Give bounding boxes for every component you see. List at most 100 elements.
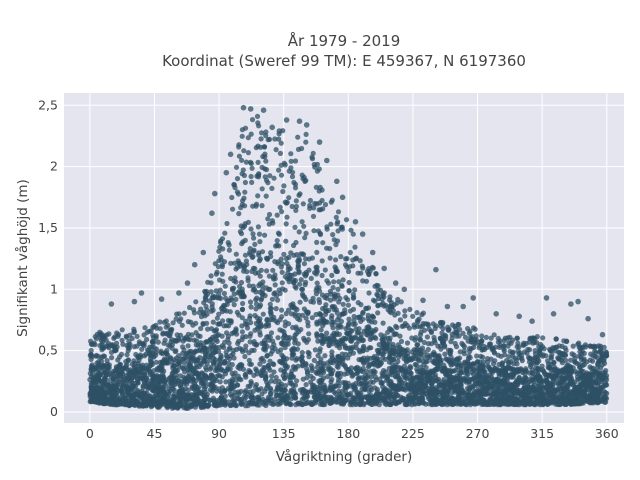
data-point xyxy=(578,356,585,362)
data-point xyxy=(301,335,307,341)
data-point xyxy=(428,328,434,334)
data-point xyxy=(216,295,222,301)
data-point xyxy=(256,318,262,324)
data-point xyxy=(327,255,333,261)
data-point xyxy=(413,335,419,341)
data-point xyxy=(551,345,557,351)
data-point xyxy=(249,179,255,185)
data-point xyxy=(478,353,484,359)
data-point xyxy=(309,382,315,388)
data-point xyxy=(273,374,279,381)
data-point xyxy=(288,151,294,157)
data-point xyxy=(204,311,210,317)
data-point xyxy=(381,303,387,309)
data-point xyxy=(564,387,570,393)
data-point xyxy=(348,348,354,354)
data-point xyxy=(309,367,315,373)
data-point xyxy=(565,391,571,398)
data-point xyxy=(454,383,460,389)
data-point xyxy=(93,353,99,359)
data-point xyxy=(115,357,121,363)
data-point xyxy=(544,377,550,383)
data-point xyxy=(364,329,370,335)
data-point xyxy=(333,242,339,248)
data-point xyxy=(311,205,317,211)
data-point xyxy=(178,398,184,404)
data-point xyxy=(268,330,275,336)
data-point xyxy=(393,362,399,368)
data-point xyxy=(520,342,526,348)
data-point xyxy=(240,167,246,173)
data-point xyxy=(99,379,105,385)
data-point xyxy=(392,399,398,405)
data-point xyxy=(134,343,140,349)
data-point xyxy=(124,352,130,358)
data-point xyxy=(532,351,539,357)
data-point xyxy=(196,364,202,370)
data-point xyxy=(570,380,576,386)
data-point xyxy=(470,361,476,367)
data-point xyxy=(227,356,233,362)
data-point xyxy=(139,398,145,405)
data-point xyxy=(238,388,244,394)
data-point xyxy=(292,332,298,339)
data-point xyxy=(202,397,208,403)
data-point xyxy=(360,316,366,322)
data-point xyxy=(432,372,438,378)
data-point xyxy=(231,260,238,266)
data-point xyxy=(114,373,120,380)
data-point xyxy=(279,314,285,320)
data-point xyxy=(232,184,238,191)
data-point xyxy=(319,377,325,383)
data-point xyxy=(252,241,258,247)
data-point xyxy=(229,362,235,368)
data-point xyxy=(555,368,561,374)
data-point xyxy=(353,345,359,351)
data-point xyxy=(313,184,319,190)
data-point xyxy=(264,353,270,359)
data-point xyxy=(510,349,516,355)
data-point xyxy=(427,354,433,360)
data-point xyxy=(387,308,393,314)
data-point xyxy=(308,275,314,281)
data-point xyxy=(241,172,247,179)
data-point xyxy=(286,254,292,260)
data-point xyxy=(445,347,452,353)
data-point xyxy=(329,319,335,325)
data-point xyxy=(223,353,230,359)
data-point xyxy=(382,386,388,392)
data-point xyxy=(233,164,240,170)
data-point xyxy=(466,346,473,352)
data-point xyxy=(222,230,228,236)
data-point xyxy=(216,332,222,338)
data-point xyxy=(162,337,168,343)
data-point xyxy=(393,345,399,352)
data-point xyxy=(386,343,393,349)
data-point xyxy=(204,376,210,382)
data-point xyxy=(334,268,340,274)
data-point xyxy=(191,310,197,316)
data-point xyxy=(231,355,237,361)
data-point xyxy=(130,391,136,397)
data-point xyxy=(245,135,251,141)
data-point xyxy=(236,153,242,159)
data-point xyxy=(218,389,225,395)
data-point xyxy=(180,350,186,356)
data-point xyxy=(510,353,516,359)
data-point xyxy=(319,258,325,264)
data-point xyxy=(250,388,256,394)
data-point xyxy=(266,273,272,279)
data-point xyxy=(270,338,276,344)
data-point xyxy=(389,328,395,334)
data-point xyxy=(280,188,286,195)
data-point xyxy=(304,370,311,376)
data-point xyxy=(96,359,102,365)
data-point xyxy=(335,286,341,292)
data-point xyxy=(299,145,305,152)
data-point xyxy=(247,299,254,305)
data-point xyxy=(455,321,461,328)
data-point xyxy=(314,239,320,245)
data-point xyxy=(415,342,421,348)
data-point xyxy=(387,399,393,405)
data-point xyxy=(244,322,250,328)
